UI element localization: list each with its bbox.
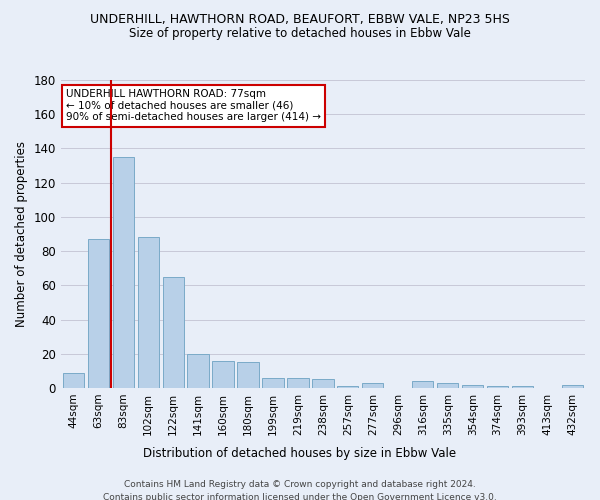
Bar bbox=[287, 378, 308, 388]
Text: Contains HM Land Registry data © Crown copyright and database right 2024.
Contai: Contains HM Land Registry data © Crown c… bbox=[103, 480, 497, 500]
Bar bbox=[137, 238, 159, 388]
Text: Size of property relative to detached houses in Ebbw Vale: Size of property relative to detached ho… bbox=[129, 28, 471, 40]
Bar bbox=[88, 239, 109, 388]
Bar bbox=[437, 383, 458, 388]
Bar bbox=[238, 362, 259, 388]
Bar bbox=[212, 360, 233, 388]
Bar bbox=[262, 378, 284, 388]
Bar bbox=[62, 372, 84, 388]
Bar bbox=[113, 157, 134, 388]
Text: UNDERHILL HAWTHORN ROAD: 77sqm
← 10% of detached houses are smaller (46)
90% of : UNDERHILL HAWTHORN ROAD: 77sqm ← 10% of … bbox=[66, 89, 321, 122]
Bar bbox=[462, 384, 483, 388]
Bar bbox=[412, 381, 433, 388]
Bar bbox=[187, 354, 209, 388]
Text: UNDERHILL, HAWTHORN ROAD, BEAUFORT, EBBW VALE, NP23 5HS: UNDERHILL, HAWTHORN ROAD, BEAUFORT, EBBW… bbox=[90, 12, 510, 26]
Bar bbox=[362, 383, 383, 388]
Bar bbox=[337, 386, 358, 388]
Bar bbox=[562, 384, 583, 388]
Bar bbox=[312, 380, 334, 388]
Text: Distribution of detached houses by size in Ebbw Vale: Distribution of detached houses by size … bbox=[143, 448, 457, 460]
Bar bbox=[487, 386, 508, 388]
Bar bbox=[163, 277, 184, 388]
Bar bbox=[512, 386, 533, 388]
Y-axis label: Number of detached properties: Number of detached properties bbox=[15, 141, 28, 327]
